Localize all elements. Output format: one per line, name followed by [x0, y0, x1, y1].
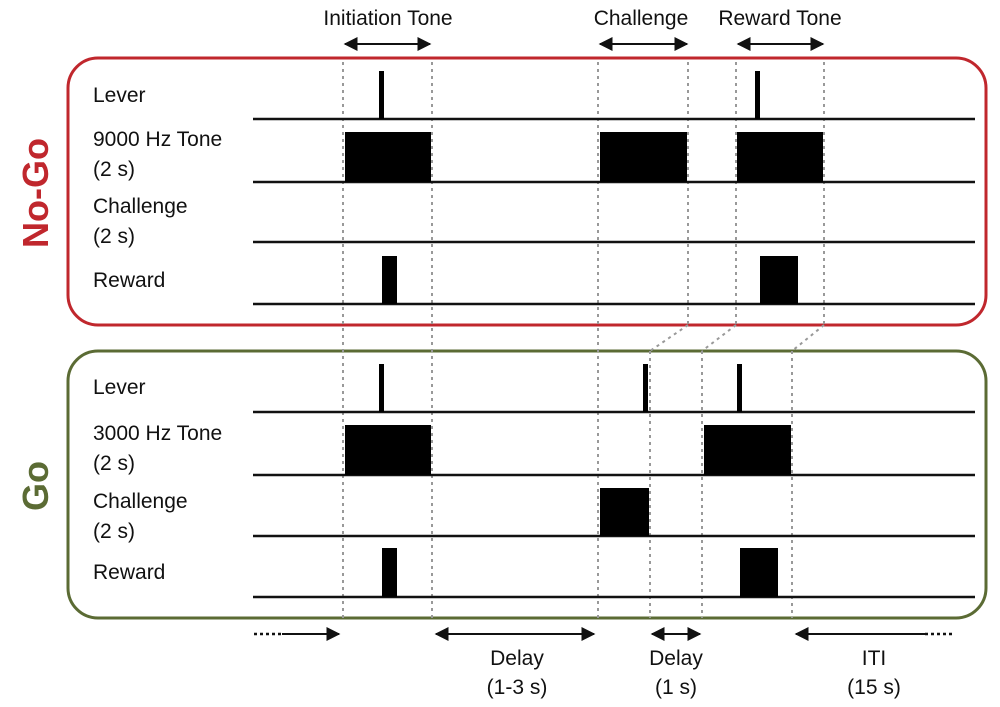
- iti-label: ITI: [862, 647, 887, 670]
- nogo-row-challenge-label: Challenge: [93, 195, 188, 218]
- go-lever-pulse-3: [737, 364, 742, 412]
- go-panel: [66, 349, 988, 620]
- nogo-panel: [66, 56, 988, 327]
- go-tone-pulse-1: [345, 425, 431, 475]
- go-title: Go: [15, 461, 56, 511]
- delay2-duration: (1 s): [655, 676, 697, 699]
- nogo-reward-pulse-1: [382, 256, 397, 304]
- nogo-tone-pulse-2: [600, 132, 687, 182]
- go-row-lever-label: Lever: [93, 376, 146, 399]
- reward-tone-header: Reward Tone: [718, 7, 841, 30]
- initiation-tone-header: Initiation Tone: [323, 7, 452, 30]
- nogo-lever-pulse-2: [755, 71, 760, 119]
- timing-guides: [342, 62, 825, 618]
- challenge-header: Challenge: [594, 7, 689, 30]
- nogo-reward-pulse-2: [760, 256, 798, 304]
- go-row-tone-label: 3000 Hz Tone: [93, 422, 222, 445]
- nogo-row-tone-label: 9000 Hz Tone: [93, 128, 222, 151]
- go-pulses: [345, 364, 791, 597]
- delay1-duration: (1-3 s): [487, 676, 548, 699]
- go-tone-pulse-2: [704, 425, 791, 475]
- nogo-pulses: [345, 71, 823, 304]
- go-reward-pulse-2: [740, 548, 778, 597]
- nogo-tone-pulse-3: [737, 132, 823, 182]
- delay1-label: Delay: [490, 647, 544, 670]
- go-row-tone-duration: (2 s): [93, 452, 135, 475]
- nogo-row-tone-duration: (2 s): [93, 158, 135, 181]
- go-row-reward-label: Reward: [93, 561, 165, 584]
- go-lever-pulse-2: [643, 364, 648, 412]
- nogo-lever-pulse-1: [379, 71, 384, 119]
- delay2-label: Delay: [649, 647, 703, 670]
- go-challenge-pulse: [600, 488, 649, 536]
- nogo-row-reward-label: Reward: [93, 269, 165, 292]
- nogo-row-lever-label: Lever: [93, 84, 146, 107]
- go-reward-pulse-1: [382, 548, 397, 597]
- nogo-title: No-Go: [15, 138, 56, 248]
- go-row-challenge-label: Challenge: [93, 490, 188, 513]
- go-lever-pulse-1: [379, 364, 384, 412]
- nogo-tone-pulse-1: [345, 132, 431, 182]
- nogo-row-challenge-duration: (2 s): [93, 225, 135, 248]
- go-row-challenge-duration: (2 s): [93, 520, 135, 543]
- iti-duration: (15 s): [847, 676, 901, 699]
